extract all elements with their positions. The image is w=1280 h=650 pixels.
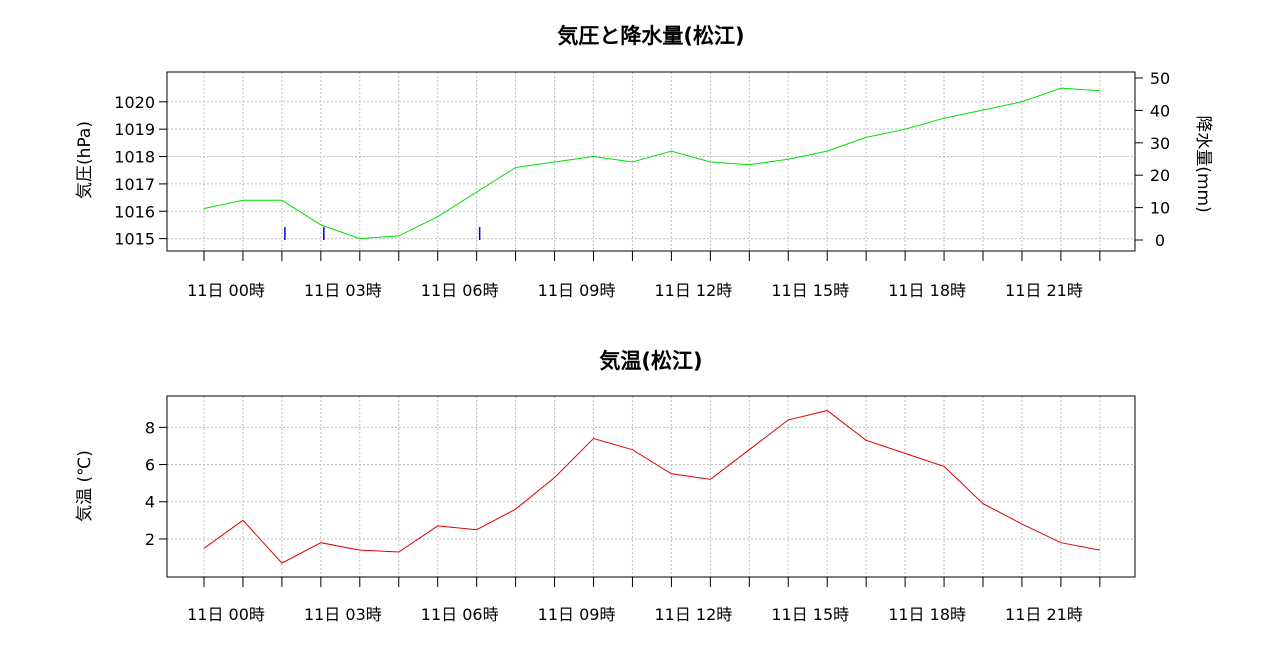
y2-tick-label: 20 bbox=[1150, 166, 1170, 185]
temperature-line bbox=[203, 410, 1100, 564]
y-tick-label: 6 bbox=[145, 456, 155, 475]
precipitation-y-axis-label: 降水量(mm) bbox=[1193, 115, 1213, 212]
temperature-series bbox=[203, 410, 1100, 564]
temperature-axes: 2 4 6 8 11日 00時 11日 03時 11日 06時 11日 09時 11日 12時 1… bbox=[145, 418, 1101, 624]
pressure-grid bbox=[167, 72, 1135, 251]
temperature-y-axis-label: 気温 (℃) bbox=[75, 450, 95, 522]
x-tick-label: 11日 21時 bbox=[1005, 605, 1083, 624]
pressure-series bbox=[203, 87, 1100, 240]
y-tick-label: 1020 bbox=[114, 93, 155, 112]
temperature-panel: 気温(松江) 2 4 6 8 11日 00時 11日 03時 11日 06時 11日 09時 1… bbox=[75, 349, 1136, 624]
y-tick-label: 2 bbox=[145, 530, 155, 549]
pressure-line bbox=[203, 87, 1100, 240]
x-tick-label: 11日 09時 bbox=[538, 605, 616, 624]
x-tick-label: 11日 00時 bbox=[187, 605, 265, 624]
x-tick-label: 11日 21時 bbox=[1005, 281, 1083, 300]
pressure-chart-title: 気圧と降水量(松江) bbox=[557, 24, 744, 48]
y2-tick-label: 0 bbox=[1155, 231, 1165, 250]
y-tick-label: 1018 bbox=[114, 148, 155, 167]
pressure-plot-frame bbox=[166, 71, 1136, 252]
y-tick-label: 8 bbox=[145, 418, 155, 437]
x-tick-label: 11日 06時 bbox=[421, 605, 499, 624]
x-tick-label: 11日 00時 bbox=[187, 281, 265, 300]
x-tick-label: 11日 09時 bbox=[538, 281, 616, 300]
x-tick-label: 11日 03時 bbox=[304, 605, 382, 624]
x-tick-label: 11日 18時 bbox=[888, 605, 966, 624]
y2-tick-label: 10 bbox=[1150, 199, 1170, 218]
y-tick-label: 1016 bbox=[114, 202, 155, 221]
y-tick-label: 1017 bbox=[114, 175, 155, 194]
y-tick-label: 1019 bbox=[114, 120, 155, 139]
x-tick-label: 11日 12時 bbox=[654, 605, 732, 624]
y2-tick-label: 40 bbox=[1150, 101, 1170, 120]
x-tick-label: 11日 15時 bbox=[771, 605, 849, 624]
x-tick-label: 11日 06時 bbox=[421, 281, 499, 300]
x-tick-label: 11日 18時 bbox=[888, 281, 966, 300]
x-tick-label: 11日 03時 bbox=[304, 281, 382, 300]
y-tick-label: 1015 bbox=[114, 230, 155, 249]
pressure-y-axis-label: 気圧(hPa) bbox=[75, 121, 95, 199]
y-tick-label: 4 bbox=[145, 493, 155, 512]
temperature-chart-title: 気温(松江) bbox=[599, 349, 702, 373]
x-tick-label: 11日 12時 bbox=[654, 281, 732, 300]
y2-tick-label: 50 bbox=[1150, 69, 1170, 88]
pressure-precipitation-panel: 気圧と降水量(松江) 10151016101710181019102001020… bbox=[75, 24, 1213, 300]
y2-tick-label: 30 bbox=[1150, 134, 1170, 153]
temperature-grid bbox=[167, 396, 1135, 577]
x-tick-label: 11日 15時 bbox=[771, 281, 849, 300]
temperature-plot-frame bbox=[166, 395, 1136, 578]
